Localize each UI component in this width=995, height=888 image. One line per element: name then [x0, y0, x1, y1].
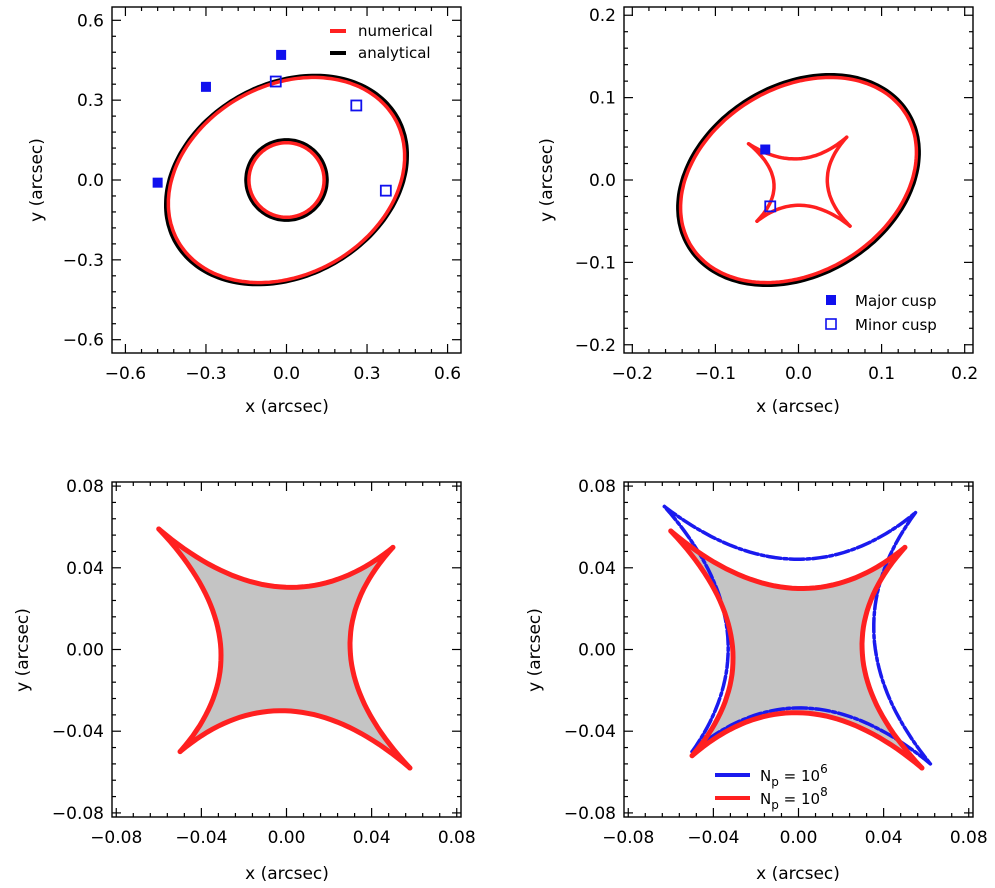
np6-exp: 6 [820, 762, 828, 776]
curve-analytical [244, 138, 329, 222]
magnification-region [670, 531, 922, 768]
curve-analytical [164, 73, 409, 287]
np8-sub: p [771, 798, 779, 812]
y-tick-label: −0.04 [564, 722, 616, 742]
x-tick-label: 0.04 [865, 828, 903, 848]
y-tick-label: −0.6 [63, 331, 104, 351]
caustic-numerical [347, 544, 413, 771]
x-tick-label: 0.08 [438, 828, 476, 848]
caustic-n-p-10-8 [689, 710, 925, 771]
legend-label-np8: Np = 108 [760, 785, 828, 812]
x-tick-label: 0.3 [354, 364, 381, 384]
legend-label-numerical: numerical [358, 22, 433, 40]
y-tick-label: 0.6 [77, 11, 104, 31]
x-tick-label: −0.04 [687, 828, 739, 848]
x-tick-label: −0.08 [602, 828, 654, 848]
y-tick-label: 0.04 [66, 559, 104, 579]
y-tick-label: 0.08 [578, 477, 616, 497]
curve-numerical [166, 75, 407, 285]
ylabel-bottom-left: y (arcsec) [13, 608, 33, 692]
y-tick-label: −0.3 [63, 251, 104, 271]
y-tick-label: 0.08 [66, 477, 104, 497]
np6-eq: = 10 [779, 767, 820, 785]
caustic-numerical [825, 135, 852, 228]
caustic-numerical [746, 142, 776, 223]
ylabel-top-left: y (arcsec) [27, 138, 47, 222]
minor-cusp-marker [379, 184, 392, 197]
x-tick-label: 0.00 [268, 828, 306, 848]
curve-numerical [678, 75, 919, 285]
x-tick-label: 0.00 [780, 828, 818, 848]
major-cusp-marker [200, 81, 211, 92]
major-cusp-marker [152, 177, 163, 188]
np8-exp: 8 [820, 785, 828, 799]
y-tick-label: −0.04 [52, 722, 104, 742]
legend-label-analytical: analytical [358, 44, 431, 62]
curve-analytical [676, 73, 921, 287]
ylabel-bottom-right: y (arcsec) [525, 608, 545, 692]
y-tick-label: −0.1 [575, 253, 616, 273]
xlabel-top-right: x (arcsec) [756, 397, 840, 417]
y-tick-label: 0.1 [589, 89, 616, 109]
x-tick-label: −0.6 [105, 364, 146, 384]
x-tick-label: 0.0 [785, 364, 812, 384]
major-cusp-marker [760, 144, 771, 155]
minor-cusp-marker [350, 99, 363, 112]
minor-cusp-marker [764, 200, 777, 213]
x-tick-label: −0.2 [612, 364, 653, 384]
y-tick-label: 0.3 [77, 91, 104, 111]
xlabel-bottom-right: x (arcsec) [756, 864, 840, 884]
x-tick-label: −0.3 [185, 364, 226, 384]
y-tick-label: −0.08 [52, 804, 104, 824]
np6-n: N [760, 767, 771, 785]
caustic-n-p-10-6 [690, 706, 933, 766]
curve-numerical [247, 140, 326, 220]
legend-label-major: Major cusp [855, 292, 937, 310]
y-tick-label: −0.2 [575, 336, 616, 356]
caustic-n-p-10-8 [668, 528, 736, 759]
x-tick-label: −0.04 [175, 828, 227, 848]
x-tick-label: 0.04 [353, 828, 391, 848]
x-tick-label: 0.6 [434, 364, 461, 384]
x-tick-label: 0.0 [273, 364, 300, 384]
legend-marker-major [826, 295, 836, 305]
legend-top-left: numerical analytical [330, 22, 433, 62]
caustic-numerical [156, 526, 224, 755]
x-tick-label: −0.08 [90, 828, 142, 848]
legend-bottom-right: Np = 106 Np = 108 [715, 762, 828, 812]
caustic-n-p-10-6 [872, 510, 933, 766]
magnification-region [158, 529, 410, 768]
ylabel-top-right: y (arcsec) [537, 138, 557, 222]
y-tick-label: 0.0 [589, 171, 616, 191]
x-tick-label: 0.2 [951, 364, 978, 384]
minor-cusp-marker [269, 75, 282, 88]
caustic-n-p-10-6 [662, 504, 918, 561]
legend-top-right: Major cusp Minor cusp [825, 292, 937, 334]
y-tick-label: 0.00 [578, 641, 616, 661]
caustic-numerical [177, 708, 413, 771]
y-tick-label: 0.00 [66, 641, 104, 661]
major-cusp-marker [276, 49, 287, 60]
x-tick-label: 0.1 [868, 364, 895, 384]
y-tick-label: −0.08 [564, 804, 616, 824]
x-tick-label: −0.1 [695, 364, 736, 384]
legend-label-np6: Np = 106 [760, 762, 828, 789]
legend-label-minor: Minor cusp [855, 316, 937, 334]
y-tick-label: 0.2 [589, 6, 616, 26]
caustic-numerical [156, 526, 396, 590]
y-tick-label: 0.04 [578, 559, 616, 579]
y-tick-label: 0.0 [77, 171, 104, 191]
np6-sub: p [771, 775, 779, 789]
xlabel-top-left: x (arcsec) [245, 397, 329, 417]
xlabel-bottom-left: x (arcsec) [245, 864, 329, 884]
np8-eq: = 10 [779, 790, 820, 808]
legend-marker-minor [825, 318, 837, 330]
caustic-n-p-10-8 [859, 544, 925, 771]
caustic-n-p-10-8 [668, 528, 908, 591]
x-tick-label: 0.08 [950, 828, 988, 848]
np8-n: N [760, 790, 771, 808]
